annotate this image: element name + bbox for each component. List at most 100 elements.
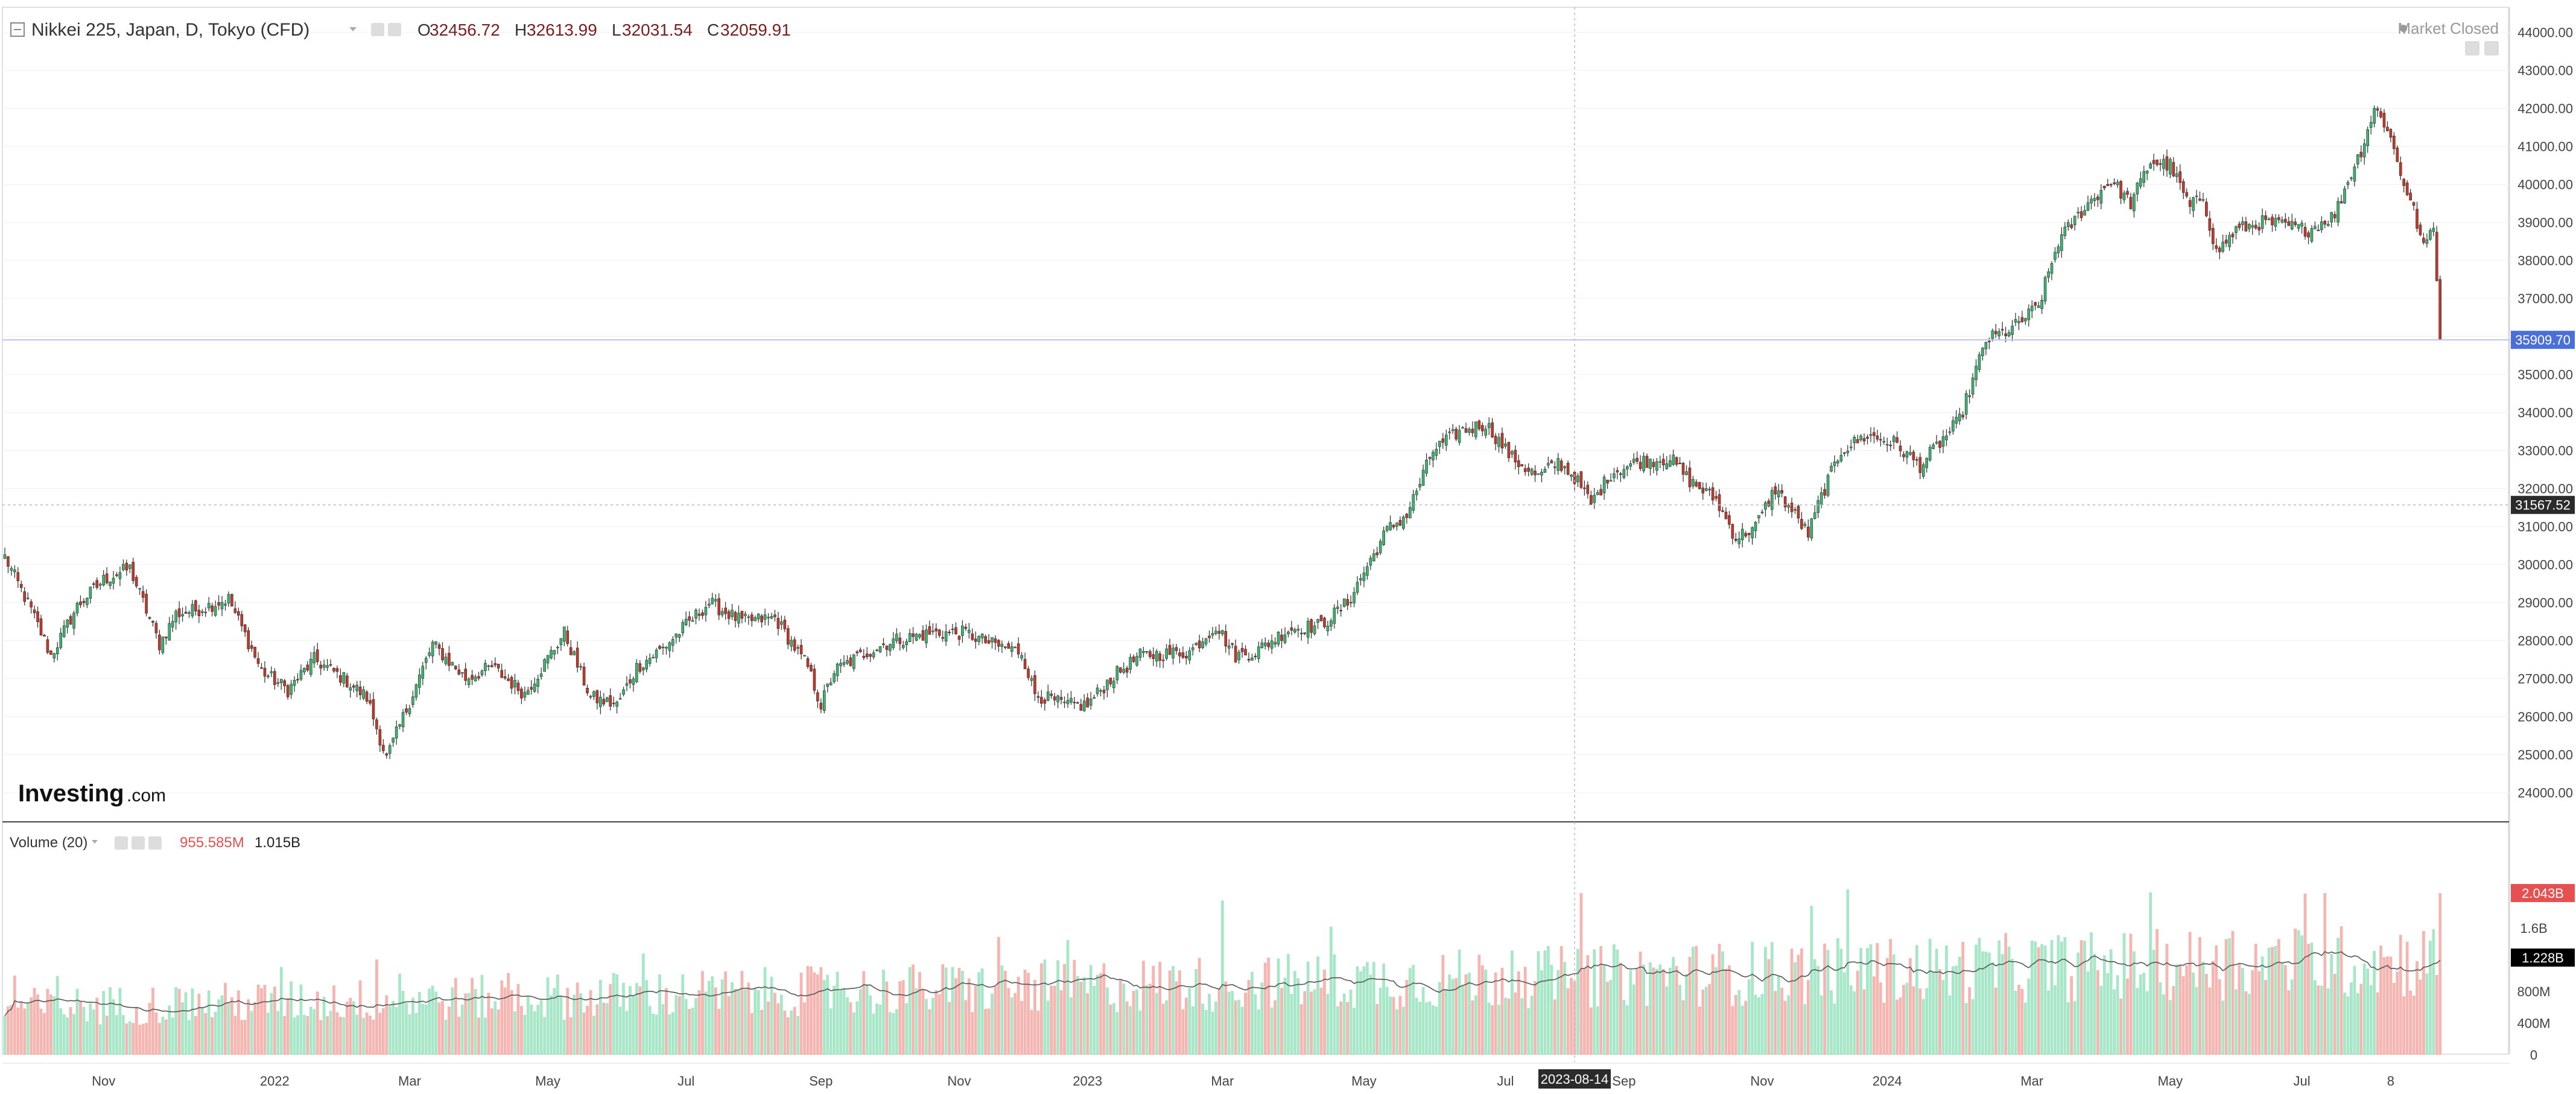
- price-axis[interactable]: 44000.0043000.0042000.0041000.0040000.00…: [2517, 25, 2573, 801]
- candle-body: [339, 675, 342, 683]
- candle-body: [1050, 693, 1053, 696]
- volume-bar: [849, 1002, 852, 1055]
- volume-bar: [1076, 976, 1079, 1055]
- candle-body: [2314, 226, 2317, 229]
- candle-body: [7, 556, 10, 567]
- volume-bar: [1606, 982, 1609, 1055]
- candle-body: [595, 690, 599, 704]
- candle-body: [984, 636, 987, 643]
- price-tick-label: 31000.00: [2517, 520, 2573, 535]
- volume-bar: [1510, 950, 1514, 1055]
- candle-body: [204, 611, 208, 614]
- collapse-icon[interactable]: [10, 22, 25, 37]
- volume-bar: [2106, 973, 2110, 1055]
- volume-bar: [362, 1017, 365, 1055]
- time-tick-label: Jul: [1497, 1073, 1514, 1089]
- volume-dropdown-icon[interactable]: [92, 840, 98, 844]
- candle-body: [1935, 442, 1938, 444]
- volume-bar: [1398, 996, 1402, 1055]
- candle-body: [1751, 527, 1754, 538]
- candle-body: [763, 614, 767, 620]
- candle-body: [2212, 227, 2215, 244]
- candle-body: [326, 665, 329, 668]
- market-status-text: Market Closed: [2397, 19, 2499, 37]
- volume-bar: [161, 1017, 165, 1055]
- volume-bar: [332, 985, 335, 1055]
- candle-body: [1609, 480, 1613, 482]
- time-axis[interactable]: Nov 2022 Mar May Jul Sep Nov 2023 Mar May Jul Sep No…: [2, 1063, 2510, 1089]
- candle-body: [2106, 184, 2110, 186]
- candle-body: [1816, 500, 1820, 513]
- volume-hide-icon[interactable]: [132, 836, 145, 850]
- volume-bar: [1122, 983, 1126, 1055]
- candle-body: [217, 602, 220, 606]
- candle-body: [1665, 463, 1669, 469]
- volume-bar: [1365, 962, 1369, 1055]
- candle-body: [1803, 524, 1807, 526]
- volume-bar: [510, 990, 513, 1055]
- volume-bar: [612, 973, 615, 1055]
- candle-body: [1790, 503, 1794, 512]
- candle-body: [2287, 221, 2291, 226]
- candle-body: [1099, 690, 1102, 692]
- candle-body: [1070, 698, 1073, 702]
- price-tick-label: 44000.00: [2517, 25, 2573, 40]
- volume-bar: [1546, 946, 1550, 1055]
- candle-body: [349, 687, 352, 691]
- volume-bar: [1296, 978, 1300, 1055]
- candle-body: [2356, 154, 2359, 165]
- volume-bar: [270, 993, 273, 1055]
- volume-bar: [135, 1007, 138, 1055]
- candle-body: [2165, 156, 2169, 171]
- candle-body: [1082, 701, 1086, 711]
- volume-bar: [480, 975, 484, 1055]
- candle-body: [957, 635, 961, 640]
- volume-bar: [898, 981, 902, 1055]
- candle-body: [731, 609, 734, 617]
- volume-bar: [2386, 956, 2389, 1055]
- candle-body: [2435, 232, 2438, 281]
- candle-body: [954, 627, 957, 635]
- candle-body: [605, 697, 609, 702]
- volume-bar: [474, 988, 477, 1055]
- price-tick-label: 27000.00: [2517, 672, 2573, 687]
- candle-body: [444, 657, 448, 664]
- volume-title[interactable]: Volume (20): [10, 835, 87, 851]
- candle-body: [395, 727, 398, 739]
- volume-bar: [1109, 1004, 1112, 1055]
- candle-body: [1859, 436, 1862, 440]
- volume-bar: [79, 1000, 82, 1055]
- candle-body: [342, 672, 346, 684]
- settings-icon[interactable]: [371, 23, 384, 36]
- volume-bar: [1790, 949, 1794, 1055]
- volume-bar: [1217, 988, 1221, 1055]
- candle-body: [912, 633, 915, 637]
- volume-close-icon[interactable]: [148, 836, 162, 850]
- volume-bar: [885, 981, 889, 1055]
- volume-bar: [1316, 956, 1319, 1055]
- hide-icon[interactable]: [388, 23, 401, 36]
- scroll-down-icon[interactable]: [2465, 41, 2479, 56]
- candle-body: [161, 637, 165, 653]
- instrument-title[interactable]: Nikkei 225, Japan, D, Tokyo (CFD): [31, 20, 309, 40]
- title-dropdown-icon[interactable]: [349, 27, 357, 31]
- volume-bar: [681, 974, 685, 1055]
- candle-body: [1059, 697, 1063, 700]
- candle-body: [39, 618, 43, 636]
- candle-body: [2362, 143, 2366, 157]
- scroll-up-icon[interactable]: [2484, 41, 2499, 56]
- price-tick-label: 39000.00: [2517, 215, 2573, 231]
- candle-body: [921, 630, 925, 641]
- volume-bar: [89, 1003, 92, 1055]
- candle-body: [536, 678, 540, 687]
- volume-bar: [1652, 967, 1655, 1055]
- candle-body: [1494, 436, 1497, 444]
- volume-bar: [1566, 988, 1570, 1055]
- volume-settings-icon[interactable]: [115, 836, 128, 850]
- volume-bar: [2320, 985, 2323, 1055]
- volume-bar: [194, 1016, 197, 1055]
- candle-body: [431, 641, 434, 657]
- volume-bar: [1014, 993, 1017, 1055]
